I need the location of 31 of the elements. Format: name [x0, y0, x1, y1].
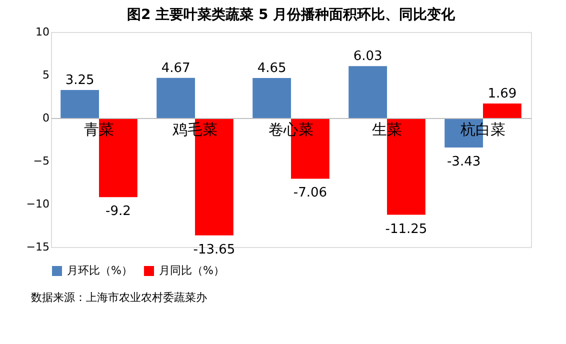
y-tick-label: 0: [42, 112, 50, 124]
x-tick-label: 卷心菜: [268, 120, 314, 138]
bar: [252, 78, 291, 118]
legend-label: 月同比（%）: [159, 264, 224, 277]
data-label: 6.03: [353, 49, 382, 64]
data-label: -9.2: [106, 204, 131, 220]
chart-title: 图2 主要叶菜类蔬菜 5 月份播种面积环比、同比变化: [126, 6, 456, 23]
bar: [483, 103, 522, 118]
legend-label: 月环比（%）: [67, 264, 132, 277]
y-tick-label: 10: [36, 26, 50, 38]
y-tick-label: 5: [42, 68, 50, 82]
data-label: 3.25: [65, 73, 94, 88]
data-label: -7.06: [293, 186, 328, 201]
data-label: -3.43: [446, 154, 481, 170]
x-tick-label: 生菜: [372, 120, 402, 138]
bar: [99, 118, 138, 198]
x-tick-label: 鸡毛菜: [172, 120, 218, 138]
y-tick-label: −15: [26, 240, 50, 254]
source-note: 数据来源：上海市农业农村委蔬菜办: [31, 291, 207, 304]
data-label: -11.25: [385, 222, 428, 237]
x-tick-label: 青菜: [84, 120, 114, 138]
data-label: 1.69: [488, 86, 517, 102]
bar: [387, 118, 426, 215]
bar: [156, 78, 195, 118]
y-tick-label: −5: [33, 154, 50, 168]
data-label: 4.67: [161, 60, 190, 76]
y-tick-label: −10: [26, 198, 50, 210]
bar: [348, 66, 387, 118]
data-label: 4.65: [257, 61, 286, 76]
data-label: -13.65: [193, 242, 236, 258]
bar: [60, 90, 99, 118]
